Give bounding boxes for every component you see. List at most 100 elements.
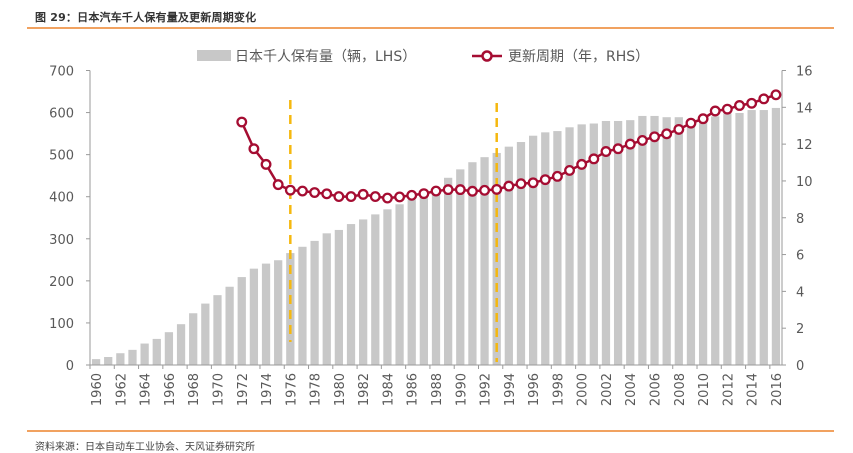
bar-1990 [456,169,465,365]
bar-2016 [771,107,781,365]
point-2008 [673,123,685,135]
legend: 日本千人保有量（辆，LHS） 更新周期（年，RHS） [197,49,649,65]
bar-series [91,107,781,366]
bar-1970 [213,295,222,365]
point-1984 [381,192,393,204]
bar-1997 [541,132,550,365]
bottom-divider-right [272,430,834,432]
x-tick-label-1976: 1976 [284,373,299,406]
x-tick-label-2016: 2016 [770,373,785,406]
left-tick-label-600: 600 [49,107,74,122]
bar-1980 [334,229,344,365]
bar-1992 [480,157,489,365]
x-tick-label-1968: 1968 [187,373,202,406]
point-2005 [636,134,648,146]
x-tick-label-2014: 2014 [746,373,761,406]
point-2012 [721,103,733,115]
bar-1963 [128,349,137,365]
bar-2007 [662,117,671,366]
bar-1999 [565,127,574,366]
point-1992 [479,184,491,196]
bar-2008 [674,117,683,366]
bar-1979 [322,233,331,365]
bar-1977 [298,246,307,365]
bar-1995 [516,142,526,365]
right-tick-label-4: 4 [796,285,804,300]
point-1998 [551,170,563,182]
bar-1982 [359,219,368,365]
point-1987 [418,188,430,200]
figure-title: 图 29：日本汽车千人保有量及更新周期变化 [35,11,257,24]
point-2007 [661,128,673,140]
bar-1998 [553,131,562,365]
x-tick-label-2008: 2008 [673,373,688,406]
bar-1985 [395,204,404,365]
bar-2015 [759,110,768,365]
bar-1971 [225,286,234,365]
bar-1991 [468,162,477,365]
right-tick-label-14: 14 [796,101,813,116]
left-tick-label-0: 0 [66,359,74,374]
x-tick-label-1972: 1972 [236,373,251,406]
x-tick-label-1970: 1970 [211,373,226,406]
bar-1987 [419,195,428,365]
point-1997 [539,174,551,186]
bar-1984 [383,209,392,365]
x-tick-label-1992: 1992 [479,373,494,406]
point-1972 [236,116,248,128]
point-1994 [503,180,515,192]
bar-1972 [237,277,246,365]
bar-2014 [747,110,756,365]
right-tick-label-6: 6 [796,249,804,264]
bar-1960 [91,359,101,365]
bar-2011 [711,116,720,366]
x-tick-label-2012: 2012 [721,373,736,406]
point-1979 [321,188,333,200]
right-tick-label-0: 0 [796,359,804,374]
point-1974 [260,158,272,170]
x-tick-label-1966: 1966 [163,373,178,406]
source-note: 资料来源：日本自动车工业协会、天风证券研究所 [35,442,255,453]
point-2003 [612,143,624,155]
point-1978 [309,187,321,198]
right-tick-label-10: 10 [796,175,813,190]
x-tick-label-1980: 1980 [333,373,348,406]
legend-label-bars: 日本千人保有量（辆，LHS） [235,49,416,65]
bar-1966 [164,332,174,365]
bar-2006 [650,115,659,366]
x-tick-label-2006: 2006 [649,373,664,406]
left-tick-label-200: 200 [49,275,74,290]
point-2006 [649,131,660,143]
x-tick-label-2004: 2004 [624,373,639,406]
point-2009 [685,117,697,129]
annotation-lines [289,100,498,362]
right-tick-label-12: 12 [796,138,813,153]
point-1993 [491,183,503,195]
bar-2009 [686,119,696,365]
legend-label-line: 更新周期（年，RHS） [508,49,649,65]
left-tick-label-300: 300 [49,233,74,248]
legend-swatch-marker [481,50,493,62]
legend-swatch-bars [197,50,231,61]
point-1976 [284,184,296,196]
bar-1988 [431,189,441,365]
point-1975 [272,179,284,191]
x-tick-label-1974: 1974 [260,373,275,406]
point-1981 [345,191,357,203]
bottom-divider [27,430,272,432]
bar-1967 [176,324,186,365]
point-1977 [297,185,308,197]
x-tick-label-2002: 2002 [600,373,615,406]
point-1989 [442,184,454,196]
x-tick-label-1996: 1996 [527,373,542,406]
bar-1968 [189,313,198,365]
bar-1996 [528,135,538,365]
x-tick-label-2000: 2000 [576,373,591,406]
line-series [236,89,782,204]
bar-1962 [116,353,125,365]
bar-2003 [613,120,623,365]
bar-2010 [698,118,708,365]
x-tick-label-1988: 1988 [430,373,445,406]
x-tick-label-1990: 1990 [454,373,469,406]
